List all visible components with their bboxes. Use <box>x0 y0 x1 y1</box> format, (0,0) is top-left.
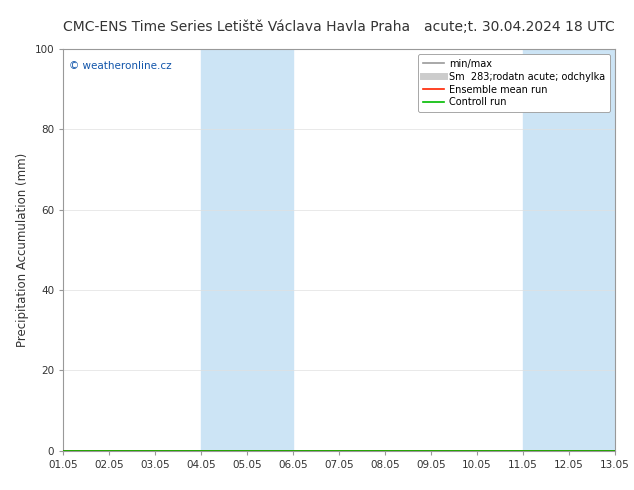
Text: © weatheronline.cz: © weatheronline.cz <box>69 61 172 71</box>
Text: acute;t. 30.04.2024 18 UTC: acute;t. 30.04.2024 18 UTC <box>424 20 615 34</box>
Text: CMC-ENS Time Series Letiště Václava Havla Praha: CMC-ENS Time Series Letiště Václava Havl… <box>63 20 411 34</box>
Bar <box>202 49 293 451</box>
Y-axis label: Precipitation Accumulation (mm): Precipitation Accumulation (mm) <box>16 153 29 347</box>
Legend: min/max, Sm  283;rodatn acute; odchylka, Ensemble mean run, Controll run: min/max, Sm 283;rodatn acute; odchylka, … <box>418 54 610 112</box>
Bar <box>523 49 615 451</box>
